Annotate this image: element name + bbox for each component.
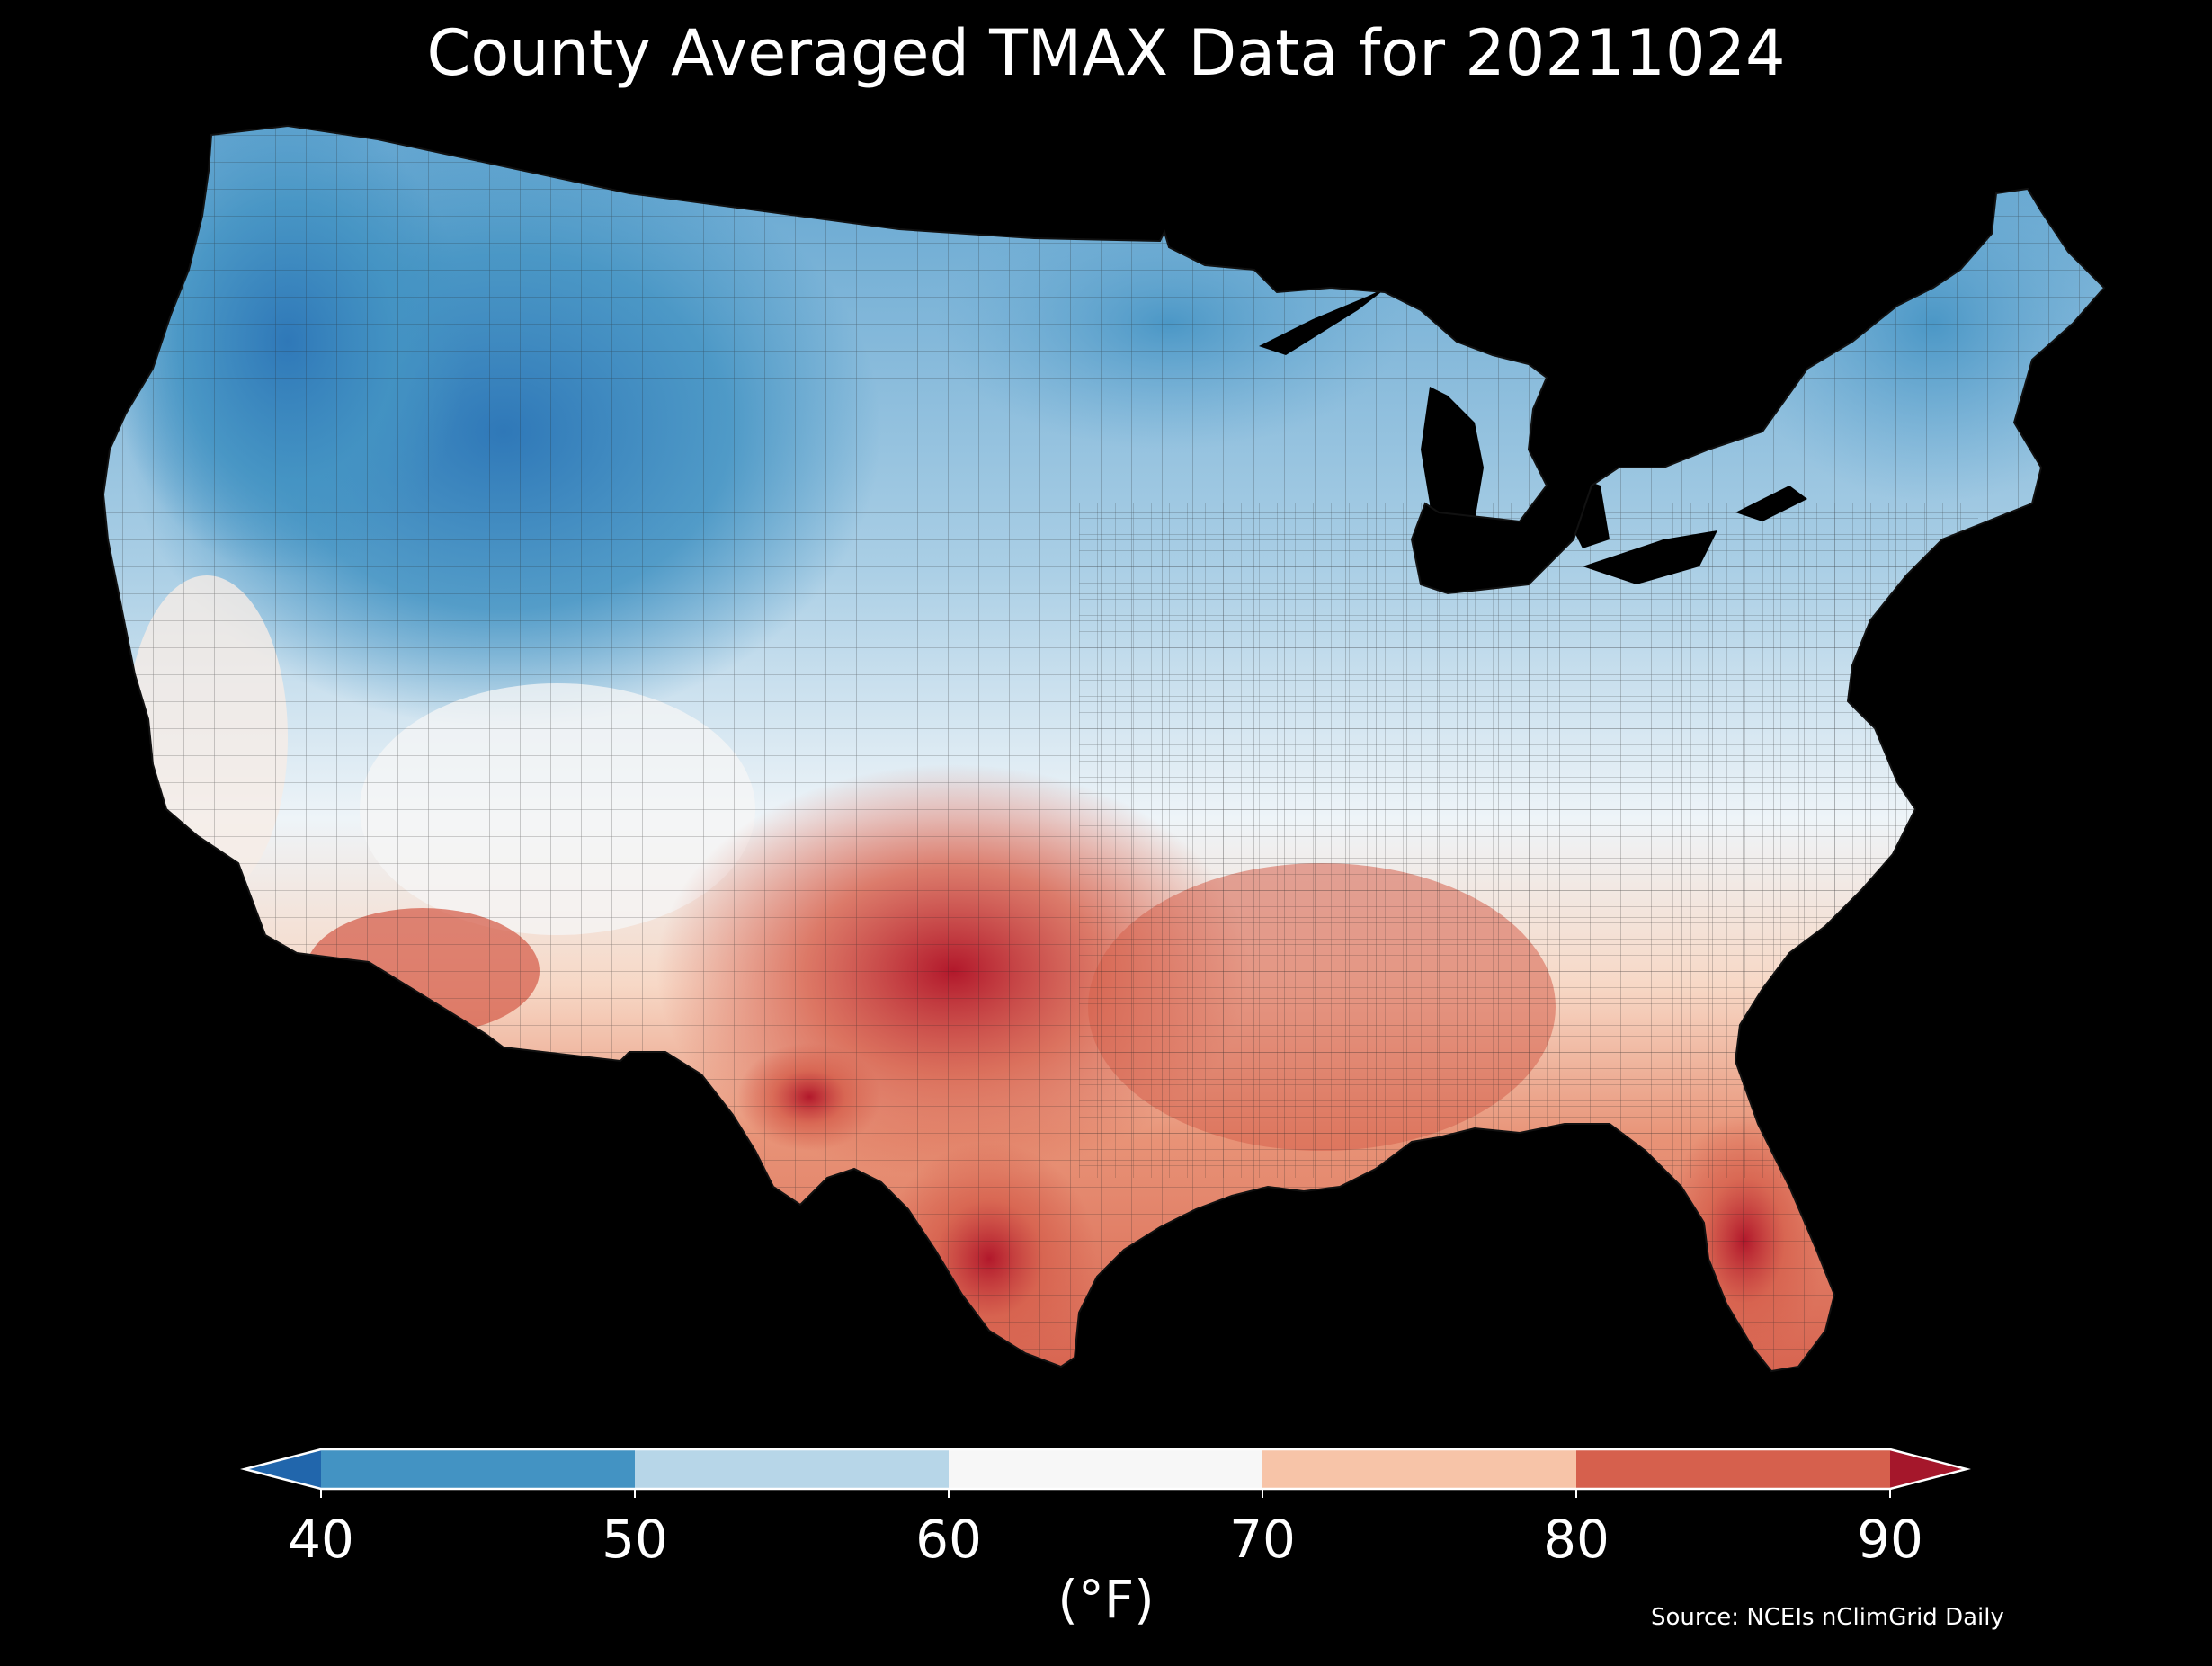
colorbar-extend-low [245, 1449, 321, 1489]
colorbar-bin-40-50 [321, 1449, 636, 1489]
us-outline [102, 124, 2106, 1373]
colorbar-tick-label: 80 [1543, 1509, 1610, 1570]
great-lakes [1259, 286, 1807, 584]
colorbar-tick-label: 60 [915, 1509, 982, 1570]
colorbar-bin-50-60 [635, 1449, 950, 1489]
colorbar-bin-60-70 [949, 1449, 1263, 1489]
colorbar-tick-label: 70 [1229, 1509, 1296, 1570]
colorbar-bin-80-90 [1576, 1449, 1891, 1489]
map-title: County Averaged TMAX Data for 20211024 [426, 16, 1786, 90]
colorbar-units-label: (°F) [1057, 1569, 1155, 1630]
colorbar-tick-label: 50 [602, 1509, 668, 1570]
colorbar-tick-label: 90 [1857, 1509, 1923, 1570]
source-credit: Source: NCEIs nClimGrid Daily [1651, 1604, 2004, 1631]
colorbar-extend-high [1890, 1449, 1967, 1489]
colorbar-tick-label: 40 [288, 1509, 354, 1570]
colorbar-bin-70-80 [1262, 1449, 1577, 1489]
